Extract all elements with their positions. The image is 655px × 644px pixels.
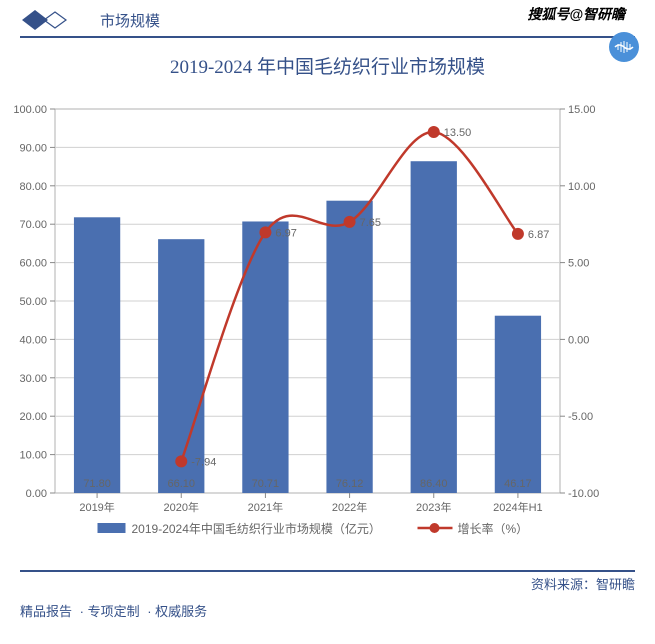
x-label: 2024年H1 xyxy=(493,500,543,514)
line-marker xyxy=(259,226,271,238)
chart-title: 2019-2024 年中国毛纺织行业市场规模 xyxy=(0,48,655,83)
combo-chart: 0.00 10.00 20.00 30.00 40.00 50.00 60.00 70.00 8… xyxy=(0,91,655,566)
line-value: 6.97 xyxy=(275,227,296,239)
line-value: -7.94 xyxy=(191,456,216,468)
x-label: 2023年 xyxy=(416,500,451,514)
line-value: 7.65 xyxy=(360,217,381,229)
bar xyxy=(326,201,372,493)
x-label: 2022年 xyxy=(332,500,367,514)
svg-text:10.00: 10.00 xyxy=(568,181,596,193)
line-value: 6.87 xyxy=(528,229,549,241)
svg-text:15.00: 15.00 xyxy=(568,104,596,116)
bar xyxy=(495,316,541,493)
diamond-icon xyxy=(20,8,80,32)
svg-text:30.00: 30.00 xyxy=(19,373,47,385)
link-service[interactable]: 权威服务 xyxy=(155,604,207,619)
line-marker xyxy=(344,216,356,228)
bar xyxy=(411,161,457,493)
footer-divider xyxy=(20,570,635,572)
line-marker xyxy=(175,455,187,467)
line-value: 13.50 xyxy=(444,127,472,139)
bottom-links: 精品报告 · 专项定制 · 权威服务 xyxy=(0,593,655,620)
x-label: 2019年 xyxy=(79,500,114,514)
link-report[interactable]: 精品报告 xyxy=(20,604,72,619)
header-divider xyxy=(20,36,635,38)
bar-label: 70.71 xyxy=(252,478,280,490)
logo-badge-icon xyxy=(609,32,639,62)
svg-text:100.00: 100.00 xyxy=(13,104,47,116)
legend-line: 增长率（%） xyxy=(458,521,529,536)
svg-text:40.00: 40.00 xyxy=(19,334,47,346)
x-label: 2020年 xyxy=(164,500,199,514)
link-custom[interactable]: 专项定制 xyxy=(88,604,140,619)
bar-label: 76.12 xyxy=(336,478,364,490)
x-label: 2021年 xyxy=(248,500,283,514)
svg-text:-10.00: -10.00 xyxy=(568,488,599,500)
svg-text:10.00: 10.00 xyxy=(19,450,47,462)
bar-label: 46.17 xyxy=(504,478,532,490)
svg-text:0.00: 0.00 xyxy=(26,488,47,500)
source-attribution: 资料来源：智研瞻 xyxy=(20,574,635,593)
line-marker xyxy=(428,126,440,138)
svg-text:60.00: 60.00 xyxy=(19,258,47,270)
source-top: 搜狐号@智研瞻 xyxy=(527,4,625,24)
section-label: 市场规模 xyxy=(100,10,160,31)
bar-label: 86.40 xyxy=(420,478,448,490)
bar-label: 66.10 xyxy=(167,478,195,490)
svg-text:50.00: 50.00 xyxy=(19,296,47,308)
svg-text:5.00: 5.00 xyxy=(568,258,589,270)
svg-text:80.00: 80.00 xyxy=(19,181,47,193)
bar-label: 71.80 xyxy=(83,478,111,490)
bar xyxy=(158,239,204,493)
svg-text:90.00: 90.00 xyxy=(19,142,47,154)
svg-text:70.00: 70.00 xyxy=(19,219,47,231)
line-marker xyxy=(512,228,524,240)
legend-bar: 2019-2024年中国毛纺织行业市场规模（亿元） xyxy=(132,521,381,536)
svg-text:0.00: 0.00 xyxy=(568,334,589,346)
svg-text:-5.00: -5.00 xyxy=(568,411,593,423)
bar xyxy=(74,217,120,493)
svg-text:20.00: 20.00 xyxy=(19,411,47,423)
